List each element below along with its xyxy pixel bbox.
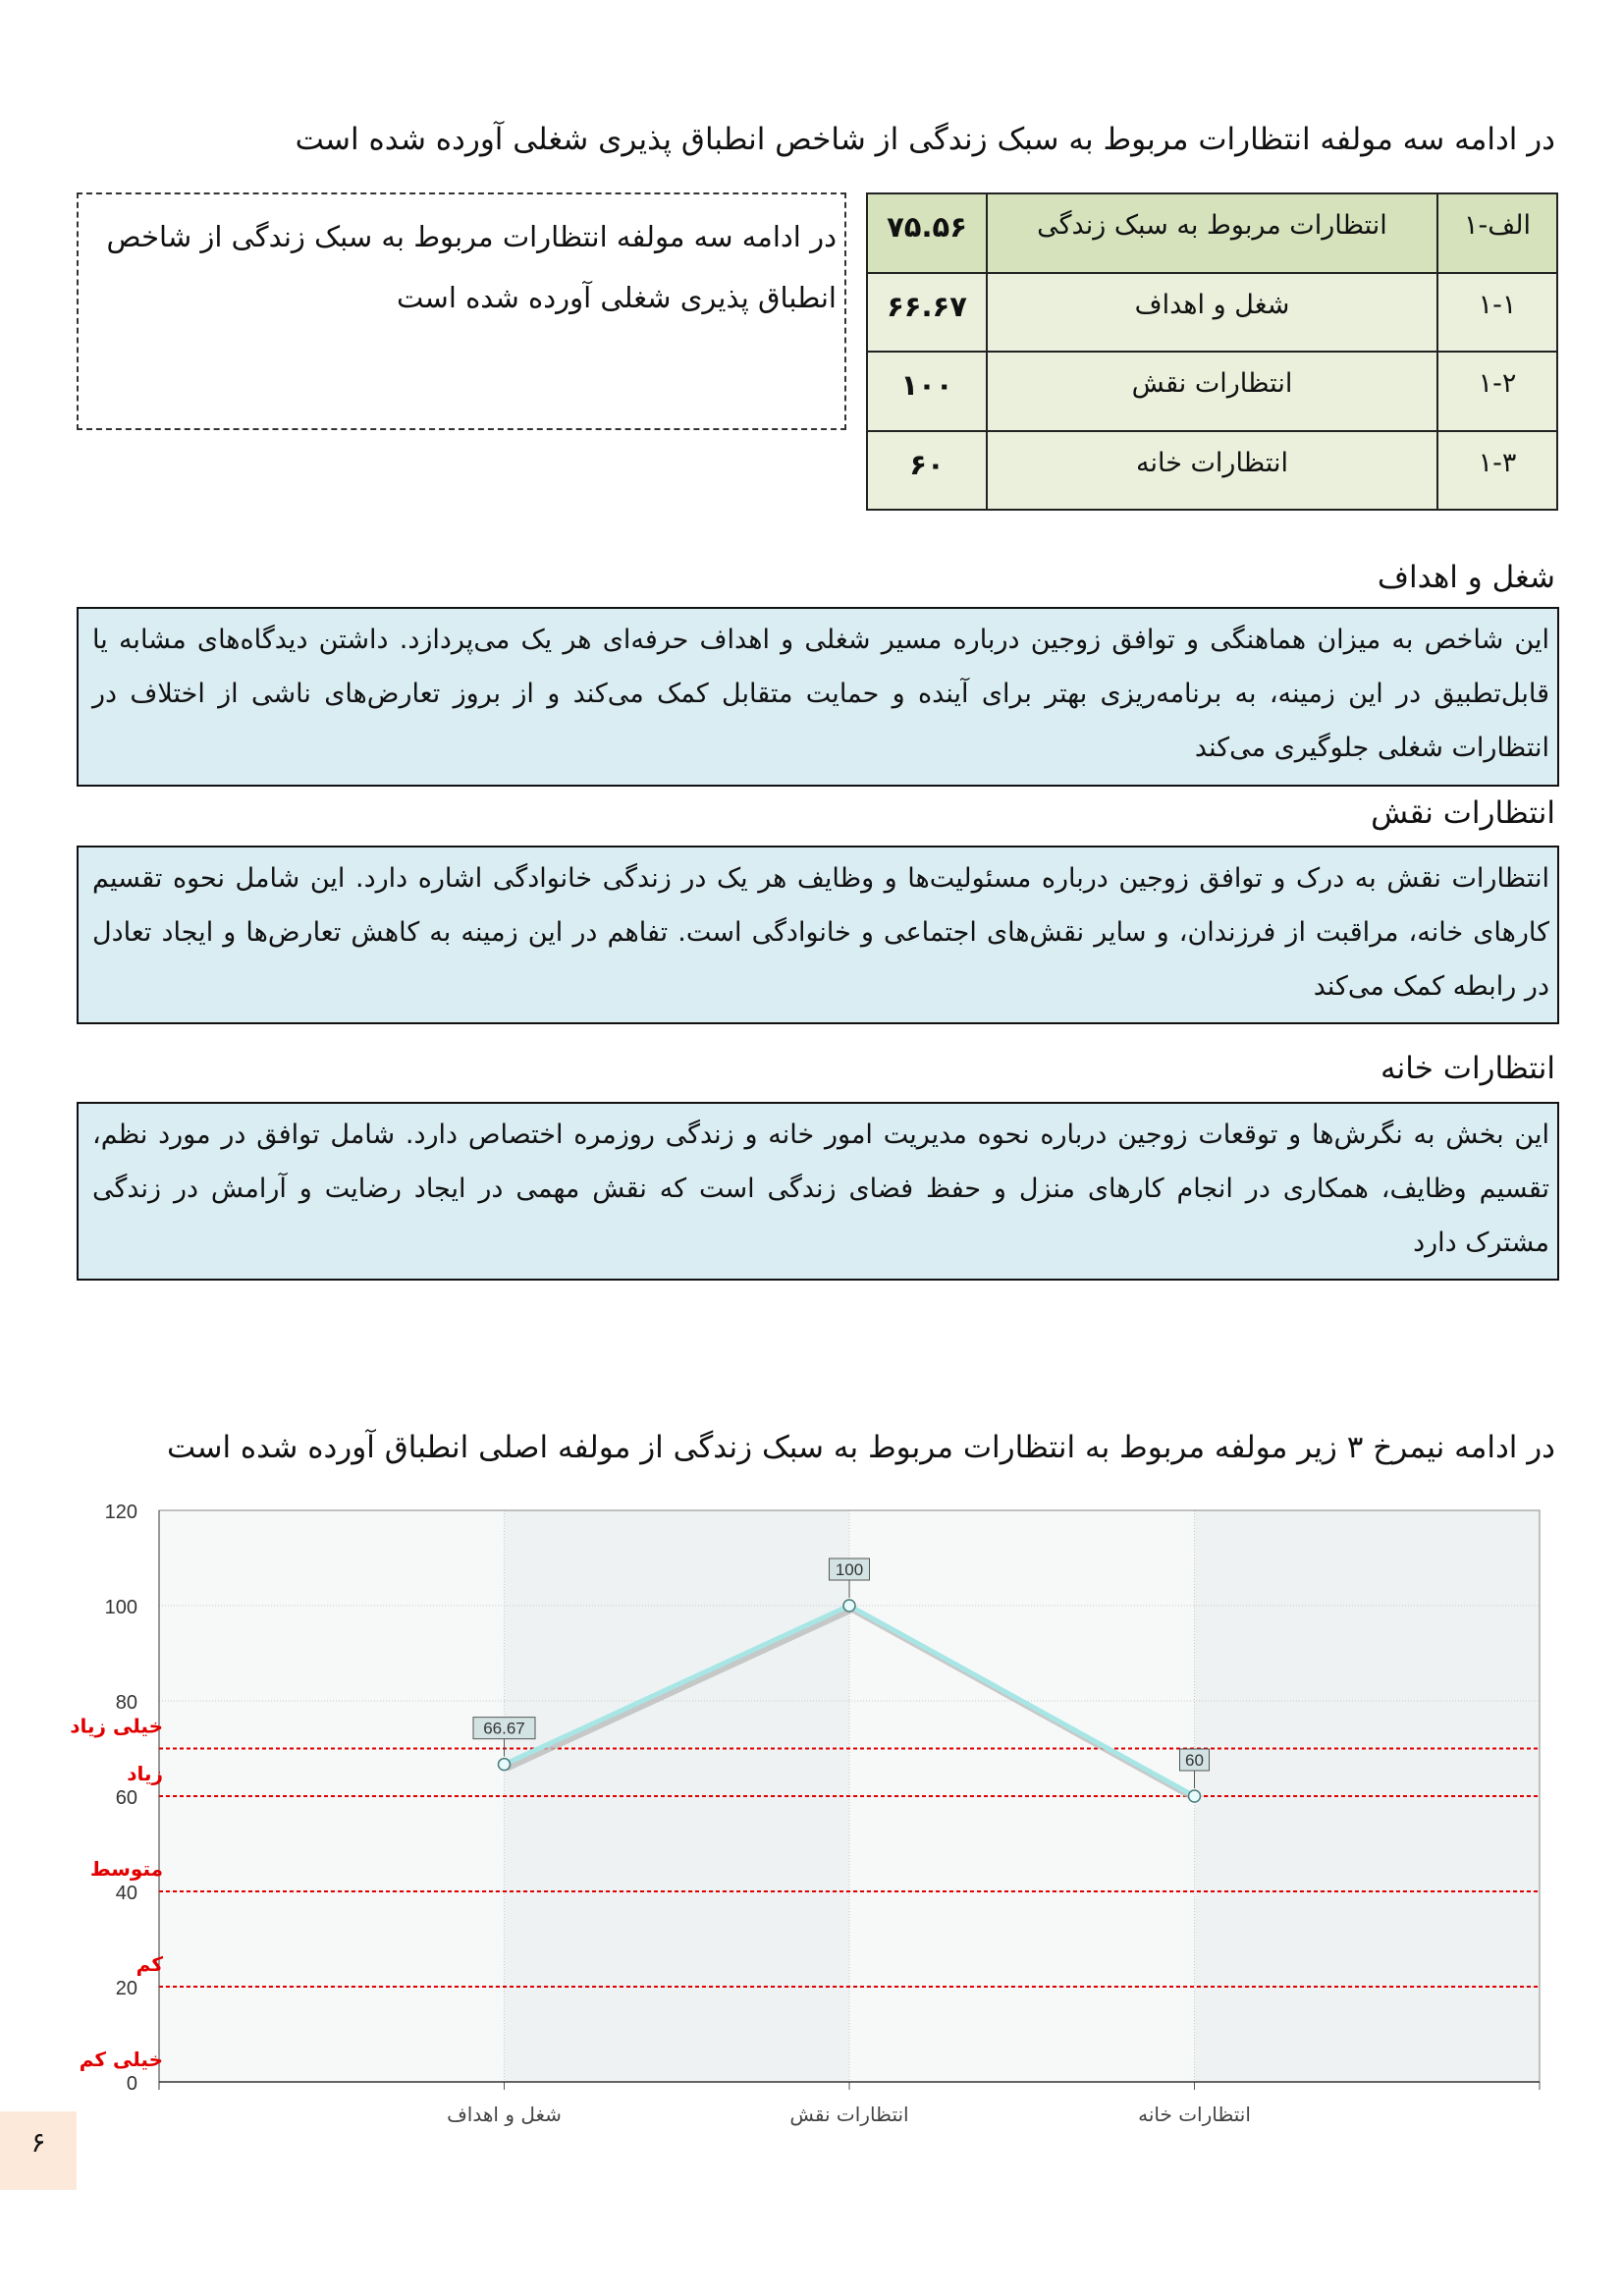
threshold-label: متوسط: [90, 1857, 163, 1881]
x-tick-label: انتظارات خانه: [1138, 2103, 1251, 2126]
table-row: ۱-۲ انتظارات نقش ۱۰۰: [866, 351, 1558, 432]
table-header-row: الف-۱ انتظارات مربوط به سبک زندگی ۷۵.۵۶: [866, 192, 1558, 274]
cell-code: الف-۱: [1436, 192, 1558, 274]
y-tick-label: 0: [127, 2073, 137, 2095]
section-title-home: انتظارات خانه: [1380, 1051, 1555, 1086]
data-point: [842, 1599, 856, 1613]
section-text-career: این شاخص به میزان هماهنگی و توافق زوجین …: [77, 607, 1559, 787]
threshold-label: خیلی زیاد: [70, 1715, 163, 1738]
data-label-box: [472, 1717, 536, 1740]
cell-score: ۶۶.۶۷: [866, 271, 988, 353]
dashed-text-box: در ادامه سه مولفه انتظارات مربوط به سبک …: [77, 192, 846, 430]
section-title-role: انتظارات نقش: [1371, 795, 1555, 831]
intro-heading: در ادامه سه مولفه انتظارات مربوط به سبک …: [295, 122, 1555, 157]
section-text-home: این بخش به نگرش‌ها و توقعات زوجین درباره…: [77, 1102, 1559, 1281]
section-text-role: انتظارات نقش به درک و توافق زوجین درباره…: [77, 846, 1559, 1024]
y-tick-label: 60: [116, 1787, 137, 1809]
section-title-career: شغل و اهداف: [1377, 560, 1555, 595]
y-tick-label: 20: [116, 1978, 137, 1999]
threshold-label: خیلی کم: [80, 2048, 163, 2071]
table-row: ۱-۱ شغل و اهداف ۶۶.۶۷: [866, 271, 1558, 353]
y-tick-label: 40: [116, 1883, 137, 1904]
cell-name: شغل و اهداف: [986, 271, 1438, 353]
cell-name: انتظارات نقش: [986, 351, 1438, 432]
threshold-label: زیاد: [127, 1762, 163, 1785]
data-point: [497, 1757, 512, 1772]
data-label-box: [1179, 1748, 1210, 1772]
cell-score: ۶۰: [866, 429, 988, 511]
data-label: 66.67: [483, 1720, 525, 1738]
x-tick-label: شغل و اهداف: [447, 2103, 562, 2126]
cell-code: ۱-۲: [1436, 351, 1558, 432]
cell-score: ۱۰۰: [866, 351, 988, 432]
y-tick-label: 100: [105, 1597, 137, 1618]
table-row: ۱-۳ انتظارات خانه ۶۰: [866, 429, 1558, 511]
page-number: ۶: [0, 2111, 77, 2190]
y-tick-label: 80: [116, 1692, 137, 1714]
threshold-label: کم: [136, 1952, 164, 1976]
chart-heading: در ادامه نیمرخ ۳ زیر مولفه مربوط به انتظ…: [167, 1430, 1555, 1465]
y-tick-label: 120: [105, 1502, 137, 1523]
cell-name: انتظارات خانه: [986, 429, 1438, 511]
cell-score: ۷۵.۵۶: [866, 192, 988, 274]
cell-code: ۱-۱: [1436, 271, 1558, 353]
data-label: 100: [836, 1560, 863, 1579]
data-label-box: [829, 1558, 870, 1581]
data-point: [1187, 1789, 1202, 1803]
cell-name: انتظارات مربوط به سبک زندگی: [986, 192, 1438, 274]
x-tick-label: انتظارات نقش: [789, 2103, 908, 2126]
data-label: 60: [1185, 1751, 1204, 1770]
cell-code: ۱-۳: [1436, 429, 1558, 511]
score-table: الف-۱ انتظارات مربوط به سبک زندگی ۷۵.۵۶ …: [866, 192, 1558, 511]
profile-line-chart: 0 20 40 60 80 100 120 شغل و اهداف انتظارات نقش ان…: [70, 1502, 1541, 2126]
